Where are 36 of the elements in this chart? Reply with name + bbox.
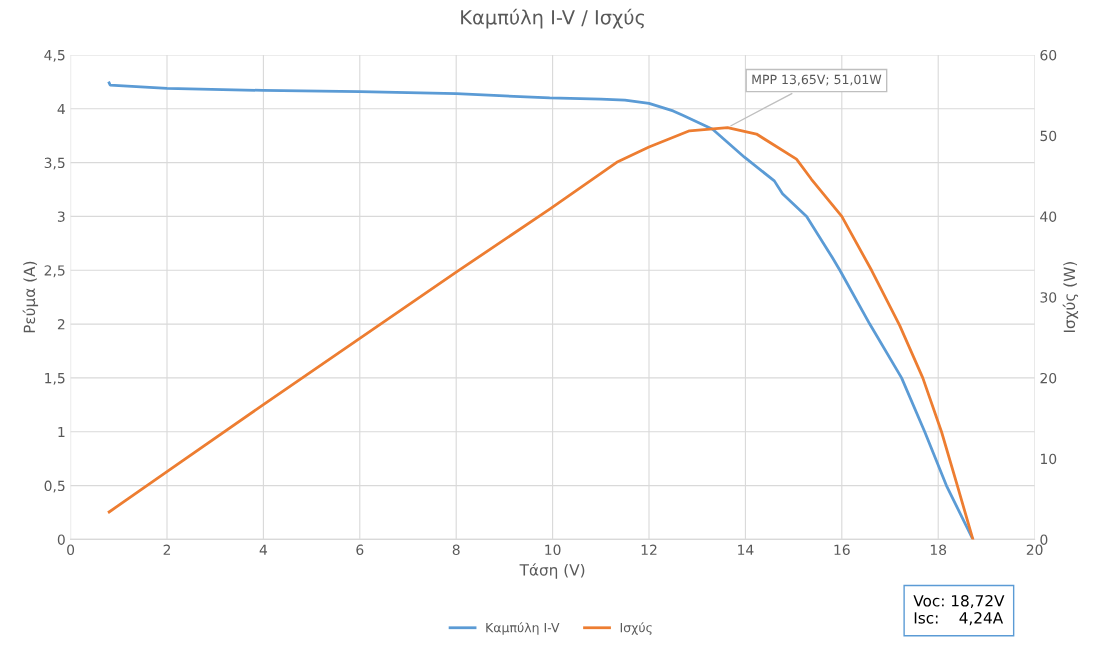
x-tick-label: 12	[641, 544, 657, 555]
y2-tick-label: 0	[1040, 534, 1048, 545]
x-tick-label: 4	[259, 544, 268, 555]
y-tick-label: 3	[57, 211, 65, 222]
x-tick-label: 0	[67, 544, 75, 556]
x-tick-label: 16	[834, 544, 850, 556]
y2-tick-label: 30	[1040, 292, 1057, 303]
x-tick-label: 20	[1026, 544, 1043, 556]
y-tick-label: 1,5	[45, 373, 65, 385]
x-tick-label: 10	[545, 544, 561, 556]
y2-tick-label: 10	[1041, 453, 1057, 465]
y2-tick-label: 50	[1040, 130, 1057, 142]
y-tick-label: 2,5	[44, 265, 65, 278]
y-tick-label: 2	[57, 319, 65, 330]
y-tick-label: 4	[57, 103, 65, 115]
y2-tick-label: 20	[1040, 372, 1057, 384]
x-tick-label: 6	[356, 544, 364, 556]
chart-title: Καμπύλη I-V / Ισχύς	[461, 8, 645, 29]
text: Voc: 18,72V Isc: 4,24A	[913, 595, 1005, 626]
y2-axis-title: Ισχύς (W)	[1062, 262, 1079, 333]
x-tick-label: 8	[452, 544, 460, 556]
y-tick-label: 4,5	[44, 50, 65, 62]
y-tick-label: 0	[57, 534, 65, 545]
x-tick-label: 2	[163, 544, 171, 555]
y-tick-label: 3,5	[44, 157, 65, 170]
x-tick-label: 18	[930, 544, 947, 556]
y-tick-label: 1	[58, 426, 65, 438]
x-axis-title: Τάση (V)	[519, 563, 585, 579]
y-tick-label: 0,5	[44, 480, 65, 493]
x-tick-label: 14	[738, 544, 754, 555]
y-axis-title: Ρεύμα (A)	[22, 261, 39, 333]
y2-tick-label: 60	[1040, 49, 1057, 61]
y2-tick-label: 40	[1040, 211, 1057, 222]
annotation: MPP 13,65V; 51,01W	[752, 74, 882, 86]
legend-label: Καμπύλη I-V	[486, 622, 560, 635]
legend-label: Ισχύς	[620, 622, 652, 635]
